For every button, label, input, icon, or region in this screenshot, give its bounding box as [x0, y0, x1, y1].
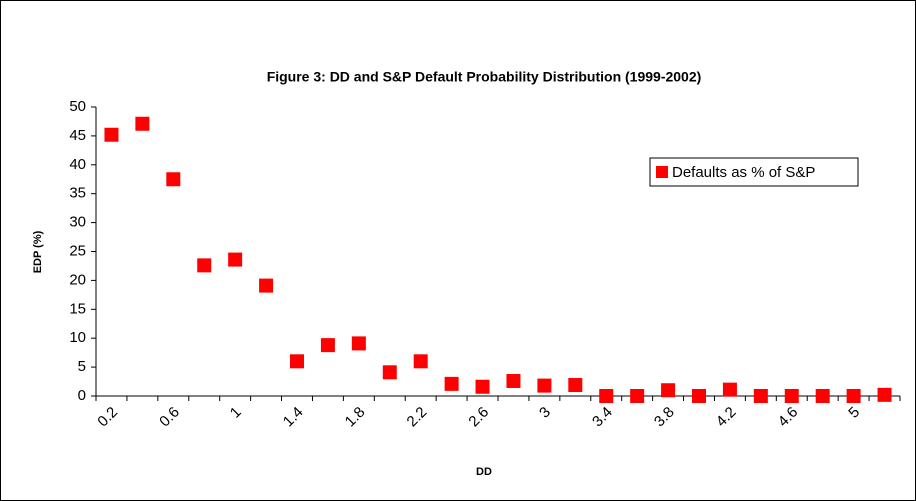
- marker: [877, 387, 892, 402]
- marker: [320, 338, 335, 353]
- marker: [382, 365, 397, 380]
- legend-box: [649, 157, 859, 187]
- y-tick-label: 0: [78, 387, 86, 404]
- y-axis-title: EDP (%): [32, 230, 44, 273]
- marker: [630, 389, 645, 403]
- marker: [104, 127, 119, 142]
- marker: [197, 258, 212, 273]
- marker: [784, 389, 799, 403]
- y-tick-label: 25: [69, 242, 86, 259]
- y-tick-label: 40: [69, 156, 86, 173]
- y-tick-label: 45: [69, 127, 86, 144]
- x-axis-title: DD: [476, 466, 492, 478]
- marker: [661, 383, 676, 398]
- marker: [722, 382, 737, 397]
- marker: [290, 354, 304, 369]
- marker: [135, 116, 150, 131]
- chart-title: Figure 3: DD and S&P Default Probability…: [267, 69, 702, 85]
- marker: [692, 389, 706, 403]
- marker: [259, 278, 274, 293]
- legend-label: Defaults as % of S&P: [672, 164, 815, 181]
- y-tick-label: 5: [78, 358, 86, 375]
- legend-marker: [656, 166, 668, 178]
- marker: [228, 252, 243, 267]
- marker: [599, 389, 614, 403]
- y-tick-label: 30: [69, 214, 86, 231]
- marker: [506, 373, 521, 388]
- y-tick-label: 35: [69, 185, 86, 202]
- y-tick-label: 10: [69, 329, 86, 346]
- marker: [753, 389, 768, 403]
- marker: [166, 172, 181, 187]
- marker: [537, 378, 552, 393]
- marker: [568, 378, 583, 393]
- marker: [475, 379, 490, 394]
- marker: [846, 389, 861, 403]
- marker: [351, 336, 366, 351]
- marker: [815, 389, 830, 403]
- y-tick-label: 15: [69, 300, 86, 317]
- marker: [413, 354, 428, 369]
- marker: [444, 376, 459, 391]
- y-tick-label: 50: [69, 98, 86, 115]
- y-tick-label: 20: [69, 271, 86, 288]
